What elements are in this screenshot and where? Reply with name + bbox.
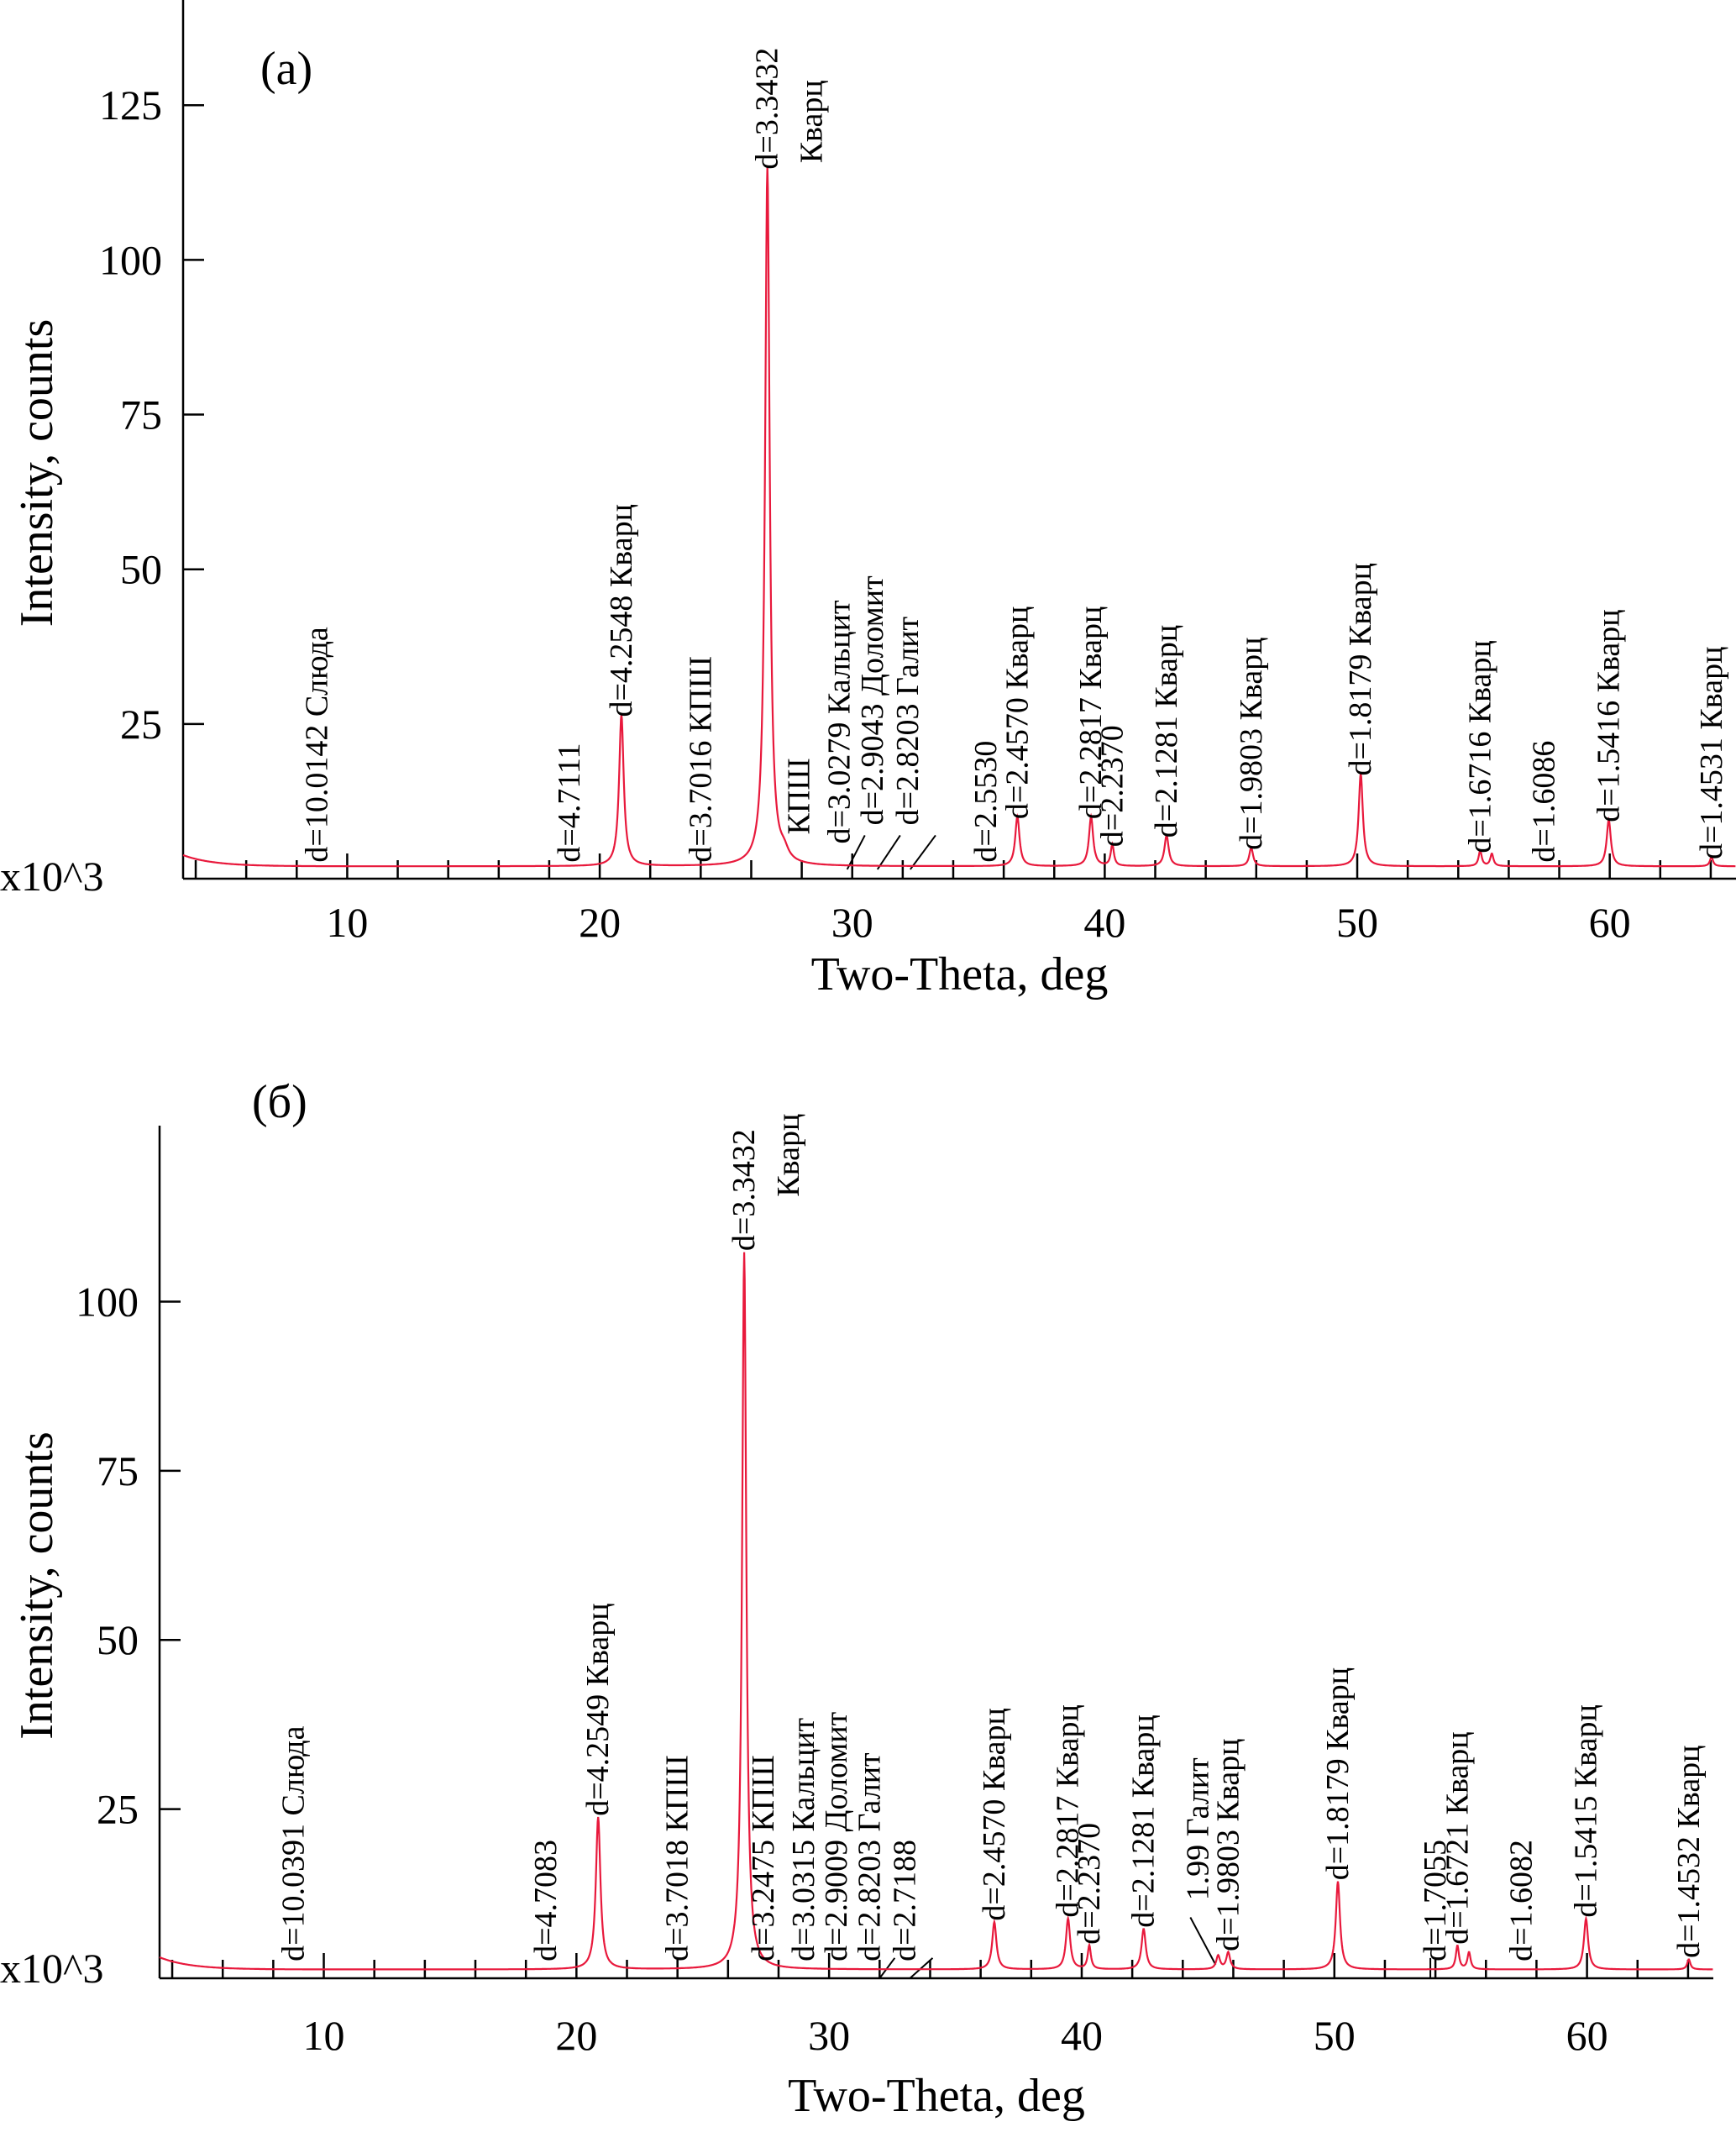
panel-label: (б) (252, 1076, 307, 1128)
spectrum-series (182, 165, 1736, 868)
peak-annotation: d=2.1281 Кварц (1126, 1715, 1162, 1927)
y-axis-title: Intensity, counts (11, 1431, 63, 1740)
peak-annotation: d=2.4570 Кварц (999, 607, 1035, 819)
xrd-spectrum-line (182, 165, 1736, 868)
y-tick-label: 125 (99, 81, 162, 129)
peak-annotation: d=1.9803 Кварц (1234, 637, 1269, 849)
peak-annotation: d=1.8179 Кварц (1343, 563, 1378, 775)
peak-annotation: d=1.7055 (1418, 1840, 1453, 1961)
peak-annotation: d=4.2548 Кварц (604, 504, 639, 717)
x-tick-label: 40 (1061, 2012, 1103, 2059)
peak-annotation: d=2.7188 (887, 1840, 922, 1961)
peak-annotation: d=2.2370 (1072, 1823, 1107, 1945)
y-tick-label: 50 (120, 546, 162, 593)
peak-annotation: d=3.7016 КПШ (683, 656, 718, 863)
y-tick-label: 25 (97, 1786, 139, 1833)
x-tick-label: 10 (303, 2012, 345, 2059)
x-axis-title: Two-Theta, deg (788, 2070, 1085, 2122)
leader-line (910, 834, 936, 870)
y-multiplier-label: x10^3 (0, 1945, 103, 1992)
chart-panel-b: (б) Intensity, counts Two-Theta, deg x10… (0, 1076, 1713, 2122)
peak-annotation: d=2.2817 Кварц (1051, 1704, 1086, 1917)
ticks-group: 10 20 30 40 50 60 25 50 75 100 (76, 1278, 1690, 2059)
x-tick-label: 60 (1589, 899, 1631, 946)
axes-group (158, 1126, 1713, 1980)
peak-annotation: Кварц (771, 1114, 806, 1197)
ticks-group: 10 20 30 40 50 60 25 50 75 100 125 (99, 81, 1712, 946)
leader-lines (878, 1917, 1432, 1979)
peak-annotation: d=2.5530 (968, 741, 1004, 863)
x-tick-label: 30 (831, 899, 873, 946)
peak-annotation: d=3.3432 (750, 48, 785, 170)
peak-annotation: d=2.8203 Галит (852, 1752, 887, 1961)
peak-annotation: d=2.4570 Кварц (977, 1708, 1012, 1920)
peak-annotation: КПШ (782, 758, 817, 834)
leader-line (876, 834, 901, 870)
peak-annotation: d=2.9009 Доломит (819, 1711, 854, 1961)
peak-annotation: d=1.4531 Кварц (1694, 647, 1729, 859)
x-tick-label: 30 (808, 2012, 850, 2059)
y-tick-label: 75 (97, 1447, 139, 1494)
peak-annotation: d=2.2370 (1094, 725, 1130, 847)
peak-annotation: d=1.6721 Кварц (1440, 1731, 1475, 1944)
peak-annotation: 1.99 Галит (1180, 1757, 1215, 1901)
x-tick-label: 60 (1566, 2012, 1608, 2059)
y-axis-title: Intensity, counts (11, 319, 63, 628)
peak-annotation: d=3.2475 КПШ (746, 1755, 781, 1961)
peak-annotation: d=4.2549 Кварц (580, 1603, 616, 1815)
peak-annotation: d=10.0391 Слюда (275, 1725, 311, 1961)
x-tick-label: 40 (1083, 899, 1125, 946)
peak-annotation: d=1.5416 Кварц (1592, 609, 1627, 822)
leader-line (909, 1957, 934, 1979)
peak-annotations: d=10.0391 Слюда d=4.7083 d=4.2549 Кварц d=3… (275, 1114, 1706, 1961)
x-tick-label: 20 (579, 899, 621, 946)
x-tick-label: 20 (555, 2012, 597, 2059)
peak-annotation: d=2.8203 Галит (890, 616, 926, 825)
peak-annotations: d=10.0142 Слюда d=4.7111 d=4.2548 Кварц d=3… (299, 48, 1729, 863)
peak-annotation: d=2.1281 Кварц (1149, 625, 1184, 838)
axes-group (181, 0, 1736, 880)
leader-line (846, 834, 866, 870)
peak-annotation: d=4.7111 (552, 743, 587, 862)
xrd-spectrum-line (159, 1252, 1713, 1971)
peak-annotation: d=1.5415 Кварц (1568, 1704, 1603, 1917)
peak-annotation: d=3.0315 Кальцит (786, 1717, 821, 1961)
y-tick-label: 25 (120, 701, 162, 748)
x-tick-label: 50 (1314, 2012, 1356, 2059)
panel-label: (а) (260, 43, 312, 95)
y-multiplier-label: x10^3 (0, 853, 103, 900)
y-tick-label: 100 (99, 236, 162, 283)
chart-panel-a: (а) Intensity, counts Two-Theta, deg x10… (0, 0, 1736, 1000)
x-tick-label: 50 (1336, 899, 1378, 946)
leader-line (878, 1957, 896, 1979)
peak-annotation: d=3.7018 КПШ (660, 1755, 695, 1961)
peak-annotation: d=1.6086 (1527, 741, 1562, 863)
peak-annotation: d=1.9803 Кварц (1210, 1738, 1246, 1951)
peak-annotation: d=1.6082 (1503, 1840, 1539, 1961)
peak-annotation: d=1.6716 Кварц (1462, 640, 1497, 853)
peak-annotation: d=10.0142 Слюда (299, 627, 334, 863)
peak-annotation: d=4.7083 (528, 1840, 564, 1961)
x-tick-label: 10 (326, 899, 368, 946)
y-tick-label: 100 (76, 1278, 139, 1325)
peak-annotation: d=2.9043 Доломит (855, 575, 890, 825)
y-tick-label: 50 (97, 1616, 139, 1663)
spectrum-series (159, 1252, 1713, 1971)
peak-annotation: d=1.8179 Кварц (1320, 1667, 1356, 1880)
leader-line (1189, 1917, 1217, 1966)
leader-lines (846, 834, 936, 870)
peak-annotation: d=3.0279 Кальцит (822, 600, 858, 843)
peak-annotation: d=3.3432 (726, 1129, 762, 1251)
y-tick-label: 75 (120, 391, 162, 438)
peak-annotation: d=1.4532 Кварц (1671, 1745, 1707, 1957)
x-axis-title: Two-Theta, deg (811, 948, 1109, 1000)
peak-annotation: d=2.2817 Кварц (1073, 607, 1109, 819)
peak-annotation: Кварц (795, 80, 830, 163)
